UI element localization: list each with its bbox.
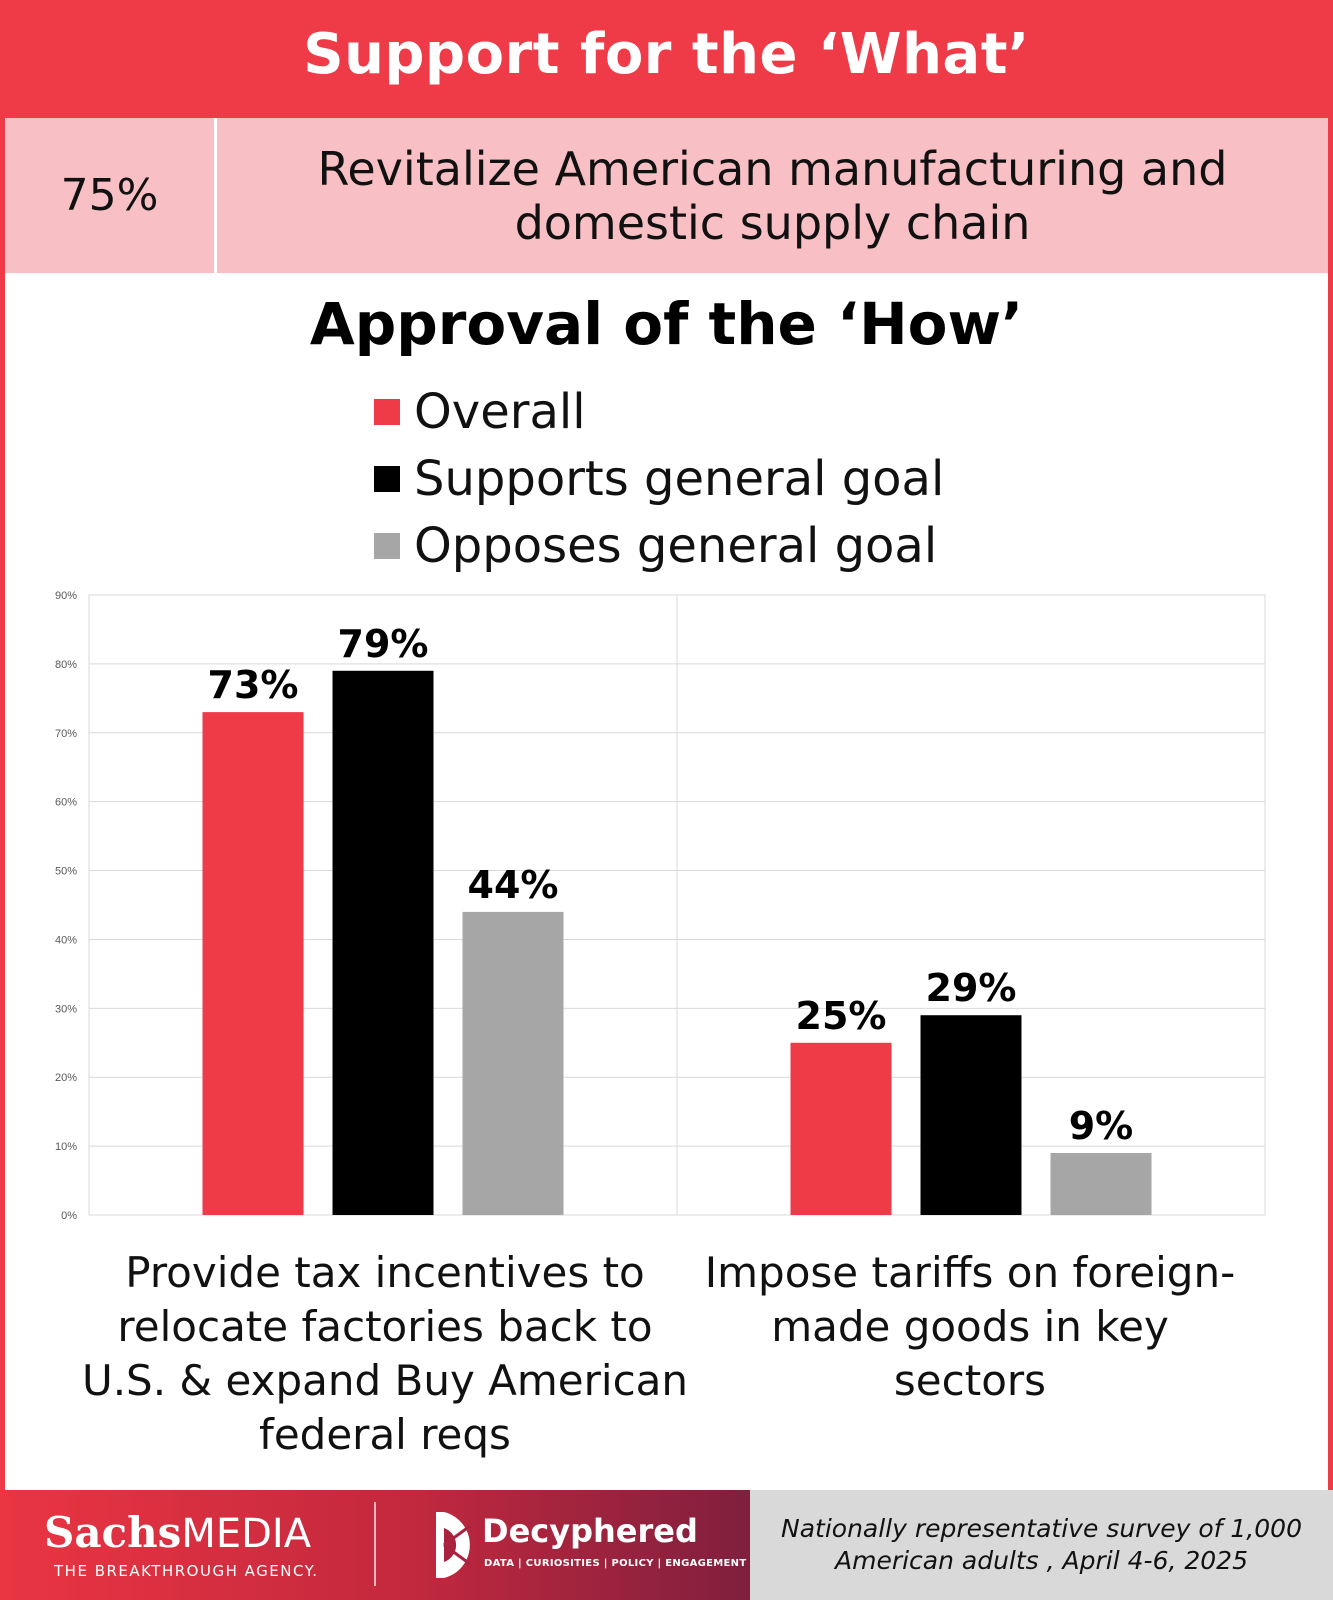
legend-item-supports: Supports general goal <box>374 449 944 509</box>
data-label-opposes-1: 44% <box>468 863 559 907</box>
bar-supports-2 <box>920 1015 1022 1215</box>
legend-label-supports: Supports general goal <box>414 451 945 507</box>
media-logo-word: MEDIA <box>181 1511 312 1557</box>
decyphered-logo-icon <box>436 1512 471 1578</box>
legend-label-overall: Overall <box>414 384 586 440</box>
header-title: Support for the ‘What’ <box>303 22 1030 87</box>
bar-overall-1 <box>202 712 304 1215</box>
legend-item-overall: Overall <box>374 382 586 442</box>
data-label-overall-2: 25% <box>796 994 887 1038</box>
footer-separator <box>374 1502 376 1586</box>
legend-swatch-opposes <box>374 533 400 559</box>
data-label-supports-2: 29% <box>926 966 1017 1010</box>
sachs-media-logo: SachsMEDIA <box>44 1508 311 1557</box>
bar-opposes-2 <box>1050 1153 1152 1215</box>
legend-item-opposes: Opposes general goal <box>374 516 937 576</box>
data-label-opposes-2: 9% <box>1069 1104 1134 1148</box>
data-label-supports-1: 79% <box>338 622 429 666</box>
what-divider <box>214 118 217 273</box>
decyphered-name: Decyphered <box>482 1512 698 1550</box>
data-label-overall-1: 73% <box>208 663 299 707</box>
footer: SachsMEDIA THE BREAKTHROUGH AGENCY. Decy… <box>0 1490 1333 1600</box>
y-tick-label: 90% <box>55 590 77 602</box>
y-tick-label: 20% <box>55 1072 77 1084</box>
what-row: 75% Revitalize American manufacturing an… <box>5 118 1328 273</box>
legend-swatch-overall <box>374 399 400 425</box>
bar-overall-2 <box>790 1042 892 1215</box>
footer-brand-band: SachsMEDIA THE BREAKTHROUGH AGENCY. Decy… <box>0 1490 750 1600</box>
y-tick-label: 50% <box>55 866 77 878</box>
bar-chart: 0% 10% 20% 30% 40% 50% 60% 70% 80% 90% 73% 79% 44% 25… <box>55 590 1266 1222</box>
bar-supports-1 <box>332 670 434 1215</box>
y-tick-label: 70% <box>55 728 77 740</box>
sachs-media-tagline: THE BREAKTHROUGH AGENCY. <box>54 1562 319 1580</box>
legend-label-opposes: Opposes general goal <box>414 518 938 574</box>
decyphered-tagline: DATA | CURIOSITIES | POLICY | ENGAGEMENT <box>484 1558 747 1569</box>
survey-note-band: Nationally representative survey of 1,00… <box>750 1490 1333 1600</box>
legend-swatch-supports <box>374 466 400 492</box>
y-tick-label: 40% <box>55 934 77 946</box>
y-tick-label: 10% <box>55 1141 77 1153</box>
y-tick-label: 30% <box>55 1003 77 1015</box>
category-label-tariffs: Impose tariffs on foreign-made goods in … <box>704 1248 1236 1405</box>
what-label: Revitalize American manufacturing and do… <box>317 141 1228 250</box>
y-tick-label: 0% <box>61 1210 77 1222</box>
y-tick-label: 60% <box>55 797 77 809</box>
survey-note: Nationally representative survey of 1,00… <box>781 1514 1302 1575</box>
y-tick-label: 80% <box>55 659 77 671</box>
category-label-tax-incentives: Provide tax incentives to relocate facto… <box>81 1248 689 1459</box>
chart-title: Approval of the ‘How’ <box>309 290 1024 358</box>
bar-opposes-1 <box>462 911 564 1215</box>
what-percent: 75% <box>60 170 159 221</box>
sachs-logo-word: Sachs <box>44 1508 182 1557</box>
